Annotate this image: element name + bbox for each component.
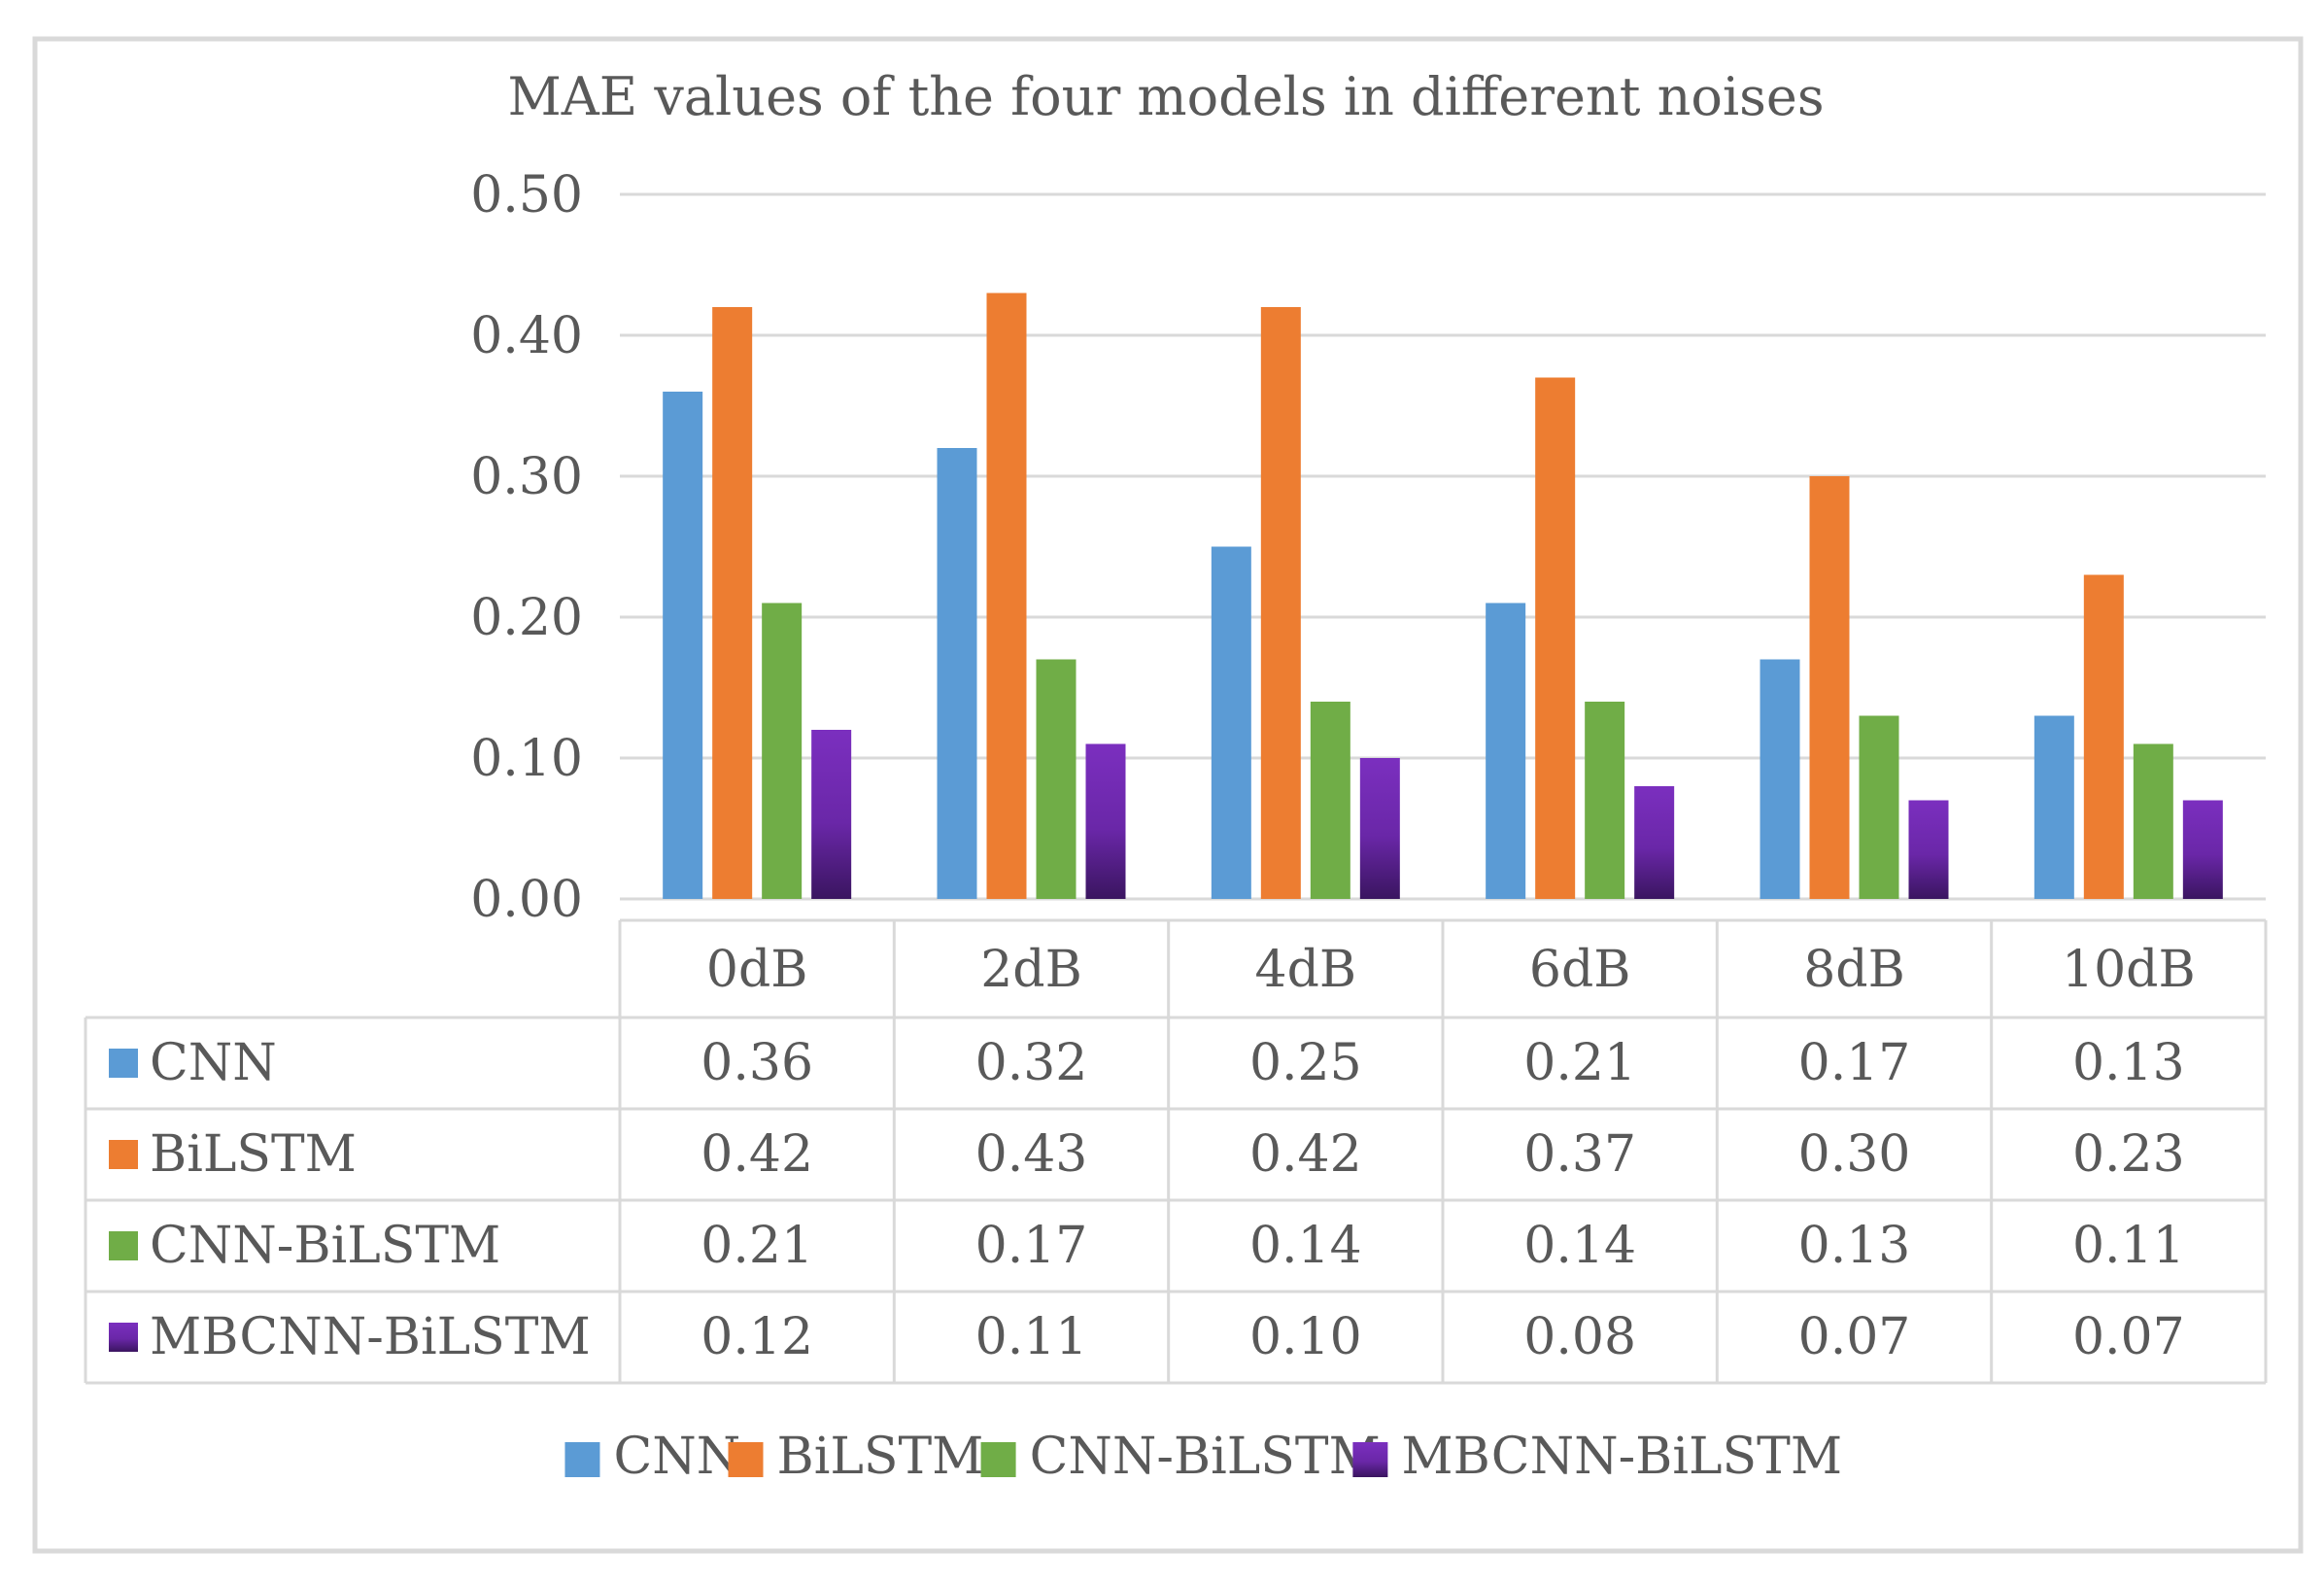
legend-swatch-cnn [564, 1442, 600, 1477]
y-tick-label: 0.00 [470, 871, 583, 929]
bar-bilstm-2db [986, 293, 1027, 899]
legend-swatch-cnn-bilstm [980, 1442, 1016, 1477]
table-cell-value: 0.08 [1523, 1308, 1636, 1366]
table-cell-value: 0.21 [1523, 1034, 1636, 1092]
x-category-label: 8dB [1803, 941, 1905, 999]
table-cell-value: 0.21 [701, 1217, 813, 1275]
y-tick-label: 0.30 [470, 448, 583, 506]
table-cell-value: 0.32 [975, 1034, 1088, 1092]
bars [663, 293, 2223, 899]
table-legend-key [109, 1323, 138, 1352]
table-cell-value: 0.13 [1798, 1217, 1911, 1275]
table-cell-value: 0.14 [1249, 1217, 1362, 1275]
bar-mbcnn-bilstm-2db [1085, 743, 1126, 899]
table-cell-value: 0.17 [975, 1217, 1088, 1275]
table-row-label: CNN-BiLSTM [150, 1217, 500, 1275]
table-cell-value: 0.30 [1798, 1125, 1911, 1184]
table-row-label: CNN [150, 1034, 277, 1092]
table-cell-value: 0.07 [1798, 1308, 1911, 1366]
bar-cnn-bilstm-2db [1036, 659, 1077, 899]
x-category-label: 2dB [980, 941, 1082, 999]
chart-title: MAE values of the four models in differe… [507, 66, 1824, 127]
bar-mbcnn-bilstm-8db [1908, 800, 1949, 899]
bar-cnn-0db [663, 392, 703, 899]
table-cell-value: 0.10 [1249, 1308, 1362, 1366]
bar-cnn-10db [2034, 715, 2074, 899]
bar-mbcnn-bilstm-0db [811, 730, 852, 899]
table-legend-key [109, 1231, 138, 1260]
table-cell-value: 0.43 [975, 1125, 1088, 1184]
x-category-label: 6dB [1529, 941, 1631, 999]
bar-cnn-6db [1486, 603, 1526, 899]
table-cell-value: 0.11 [975, 1308, 1088, 1366]
table-cell-value: 0.42 [701, 1125, 813, 1184]
legend-label: CNN-BiLSTM [1030, 1428, 1381, 1486]
bar-cnn-bilstm-0db [762, 603, 803, 899]
legend-swatch-mbcnn-bilstm [1352, 1442, 1388, 1477]
bar-bilstm-4db [1260, 307, 1301, 899]
legend-label: CNN [613, 1428, 740, 1486]
table-cell-value: 0.12 [701, 1308, 813, 1366]
y-tick-label: 0.10 [470, 730, 583, 788]
legend-label: BiLSTM [777, 1428, 984, 1486]
table-cell-value: 0.11 [2072, 1217, 2185, 1275]
bar-bilstm-10db [2083, 574, 2124, 899]
x-category-label: 4dB [1255, 941, 1357, 999]
table-legend-key [109, 1049, 138, 1078]
bar-cnn-bilstm-10db [2133, 743, 2173, 899]
bar-mbcnn-bilstm-4db [1359, 758, 1400, 899]
bar-mbcnn-bilstm-6db [1634, 786, 1675, 899]
table-cell-value: 0.14 [1523, 1217, 1636, 1275]
table-cell-value: 0.36 [701, 1034, 813, 1092]
legend-swatch-bilstm [728, 1442, 764, 1477]
table-row-label: MBCNN-BiLSTM [150, 1308, 591, 1366]
legend-label: MBCNN-BiLSTM [1401, 1428, 1842, 1486]
data-table: 0dB 2dB 4dB 6dB 8dB 10dB CNN 0.36 0.32 0.25 0.21 0.… [84, 918, 2268, 1385]
table-cell-value: 0.17 [1798, 1034, 1911, 1092]
table-cell-value: 0.42 [1249, 1125, 1362, 1184]
table-cell-value: 0.23 [2072, 1125, 2185, 1184]
bar-bilstm-8db [1809, 476, 1850, 899]
bar-cnn-bilstm-6db [1585, 702, 1625, 899]
y-axis-ticks: 0.00 0.10 0.20 0.30 0.40 0.50 [470, 166, 583, 929]
bar-bilstm-6db [1535, 377, 1576, 899]
gridlines [620, 192, 2266, 901]
table-cell-value: 0.13 [2072, 1034, 2185, 1092]
y-tick-label: 0.20 [470, 589, 583, 647]
table-cell-value: 0.25 [1249, 1034, 1362, 1092]
table-cell-value: 0.07 [2072, 1308, 2185, 1366]
bar-cnn-2db [937, 448, 977, 899]
y-tick-label: 0.50 [470, 166, 583, 224]
table-legend-key [109, 1140, 138, 1169]
bar-cnn-bilstm-8db [1859, 715, 1899, 899]
x-category-label: 10dB [2062, 941, 2196, 999]
bar-cnn-8db [1760, 659, 1800, 899]
bar-mbcnn-bilstm-10db [2182, 800, 2223, 899]
bar-cnn-4db [1211, 546, 1251, 899]
table-row-label: BiLSTM [150, 1125, 357, 1184]
table-cell-value: 0.37 [1523, 1125, 1636, 1184]
bar-cnn-bilstm-4db [1310, 702, 1350, 899]
x-category-label: 0dB [706, 941, 808, 999]
bar-bilstm-0db [712, 307, 753, 899]
y-tick-label: 0.40 [470, 307, 583, 365]
legend: CNN BiLSTM CNN-BiLSTM MBCNN-BiLSTM [564, 1428, 1842, 1486]
